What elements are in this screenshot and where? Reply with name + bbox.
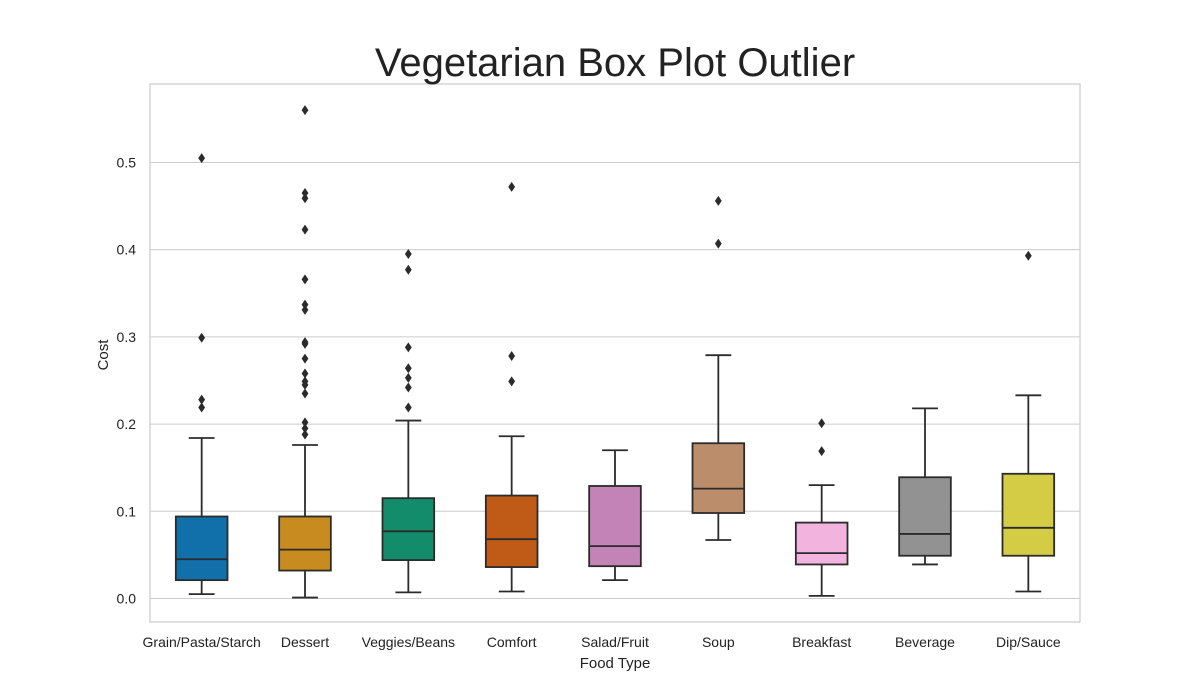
outlier-point <box>508 181 516 192</box>
x-tick-label: Breakfast <box>792 634 851 650</box>
outlier-point <box>301 417 309 428</box>
y-tick-label: 0.3 <box>117 329 137 345</box>
y-axis-ticks: 0.0 0.1 0.2 0.3 0.4 0.5 <box>117 154 137 606</box>
outlier-point <box>198 394 206 405</box>
box-iqr <box>174 515 229 582</box>
outlier-point <box>818 418 826 429</box>
outlier-point <box>198 153 206 164</box>
y-tick-label: 0.1 <box>117 503 137 519</box>
outlier-point <box>404 264 412 275</box>
box-iqr <box>484 494 539 568</box>
box-group <box>484 181 539 593</box>
plot-frame <box>149 83 1081 623</box>
box-group <box>794 418 849 597</box>
outlier-point <box>301 429 309 440</box>
x-tick-label: Veggies/Beans <box>362 634 455 650</box>
box-group <box>898 407 952 566</box>
x-tick-label: Beverage <box>895 634 955 650</box>
outlier-point <box>301 224 309 235</box>
y-tick-label: 0.2 <box>117 416 137 432</box>
box-series <box>174 105 1056 599</box>
outlier-point <box>301 105 309 116</box>
x-tick-label: Dessert <box>281 634 329 650</box>
box-iqr <box>381 497 436 561</box>
outlier-point <box>301 353 309 364</box>
outlier-point <box>1024 250 1032 261</box>
outlier-point <box>301 388 309 399</box>
box-group <box>278 105 332 599</box>
x-tick-label: Soup <box>702 634 735 650</box>
box-iqr <box>1001 472 1056 557</box>
box-iqr <box>691 442 746 514</box>
chart-title: Vegetarian Box Plot Outlier <box>375 41 855 85</box>
outlier-point <box>508 351 516 362</box>
outlier-point <box>404 363 412 374</box>
outlier-point <box>301 337 309 348</box>
outlier-point <box>404 402 412 413</box>
outlier-point <box>198 402 206 413</box>
x-tick-label: Dip/Sauce <box>996 634 1061 650</box>
box-group <box>691 195 746 541</box>
y-tick-label: 0.4 <box>117 242 137 258</box>
outlier-point <box>301 376 309 387</box>
y-axis-label: Cost <box>95 339 112 371</box>
outlier-point <box>404 342 412 353</box>
box-group <box>588 449 642 582</box>
outlier-point <box>404 249 412 260</box>
x-tick-label: Comfort <box>487 634 537 650</box>
outlier-point <box>198 332 206 343</box>
box-group <box>381 249 436 594</box>
outlier-point <box>301 423 309 434</box>
x-axis-label: Food Type <box>580 655 651 672</box>
box-group <box>174 153 229 595</box>
outlier-point <box>508 376 516 387</box>
outlier-point <box>404 372 412 383</box>
x-tick-label: Grain/Pasta/Starch <box>143 634 261 650</box>
outlier-point <box>818 446 826 457</box>
box-group <box>1001 250 1056 593</box>
y-tick-label: 0.5 <box>117 154 137 170</box>
outlier-point <box>714 195 722 206</box>
outlier-point <box>301 368 309 379</box>
box-iqr <box>898 476 952 557</box>
outlier-point <box>301 299 309 310</box>
y-tick-label: 0.0 <box>117 590 137 606</box>
outlier-point <box>301 193 309 204</box>
x-axis-ticks: Grain/Pasta/Starch Dessert Veggies/Beans Co… <box>143 634 1061 650</box>
outlier-point <box>404 382 412 393</box>
outlier-point <box>301 187 309 198</box>
outlier-point <box>301 304 309 315</box>
outlier-point <box>714 238 722 249</box>
box-iqr <box>588 485 642 568</box>
x-tick-label: Salad/Fruit <box>581 634 649 650</box>
box-iqr <box>794 521 849 566</box>
outlier-point <box>301 274 309 285</box>
box-iqr <box>278 515 332 572</box>
